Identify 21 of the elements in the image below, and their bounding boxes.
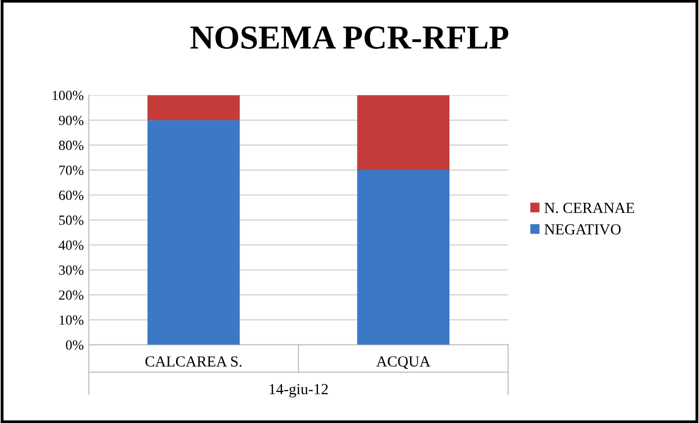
y-tick-label: 30%	[59, 265, 84, 275]
y-tick-label: 70%	[59, 166, 84, 176]
y-tick-label: 50%	[59, 216, 84, 225]
y-tick-label: 20%	[59, 290, 84, 300]
bar	[357, 95, 450, 170]
bar	[147, 95, 240, 120]
bar	[357, 170, 450, 345]
y-tick-label: 40%	[58, 240, 84, 250]
y-tick-label: 0%	[66, 340, 84, 350]
legend-label: NEGATIVO	[544, 224, 621, 235]
y-tick-label: 80%	[58, 140, 84, 150]
x-tick-label: ACQUA	[376, 356, 430, 369]
x-axis-title: 14-giu-12	[270, 384, 328, 398]
chart-title: NOSEMA PCR-RFLP	[190, 26, 508, 49]
bar	[147, 120, 240, 345]
y-tick-label: 90%	[58, 116, 84, 126]
y-tick-label: 60%	[59, 190, 84, 200]
y-tick-label: 10%	[60, 315, 84, 325]
y-tick-label: 100%	[52, 90, 84, 100]
legend-label: N. CERANAE	[544, 202, 634, 214]
x-tick-label: CALCAREA S.	[145, 356, 242, 367]
